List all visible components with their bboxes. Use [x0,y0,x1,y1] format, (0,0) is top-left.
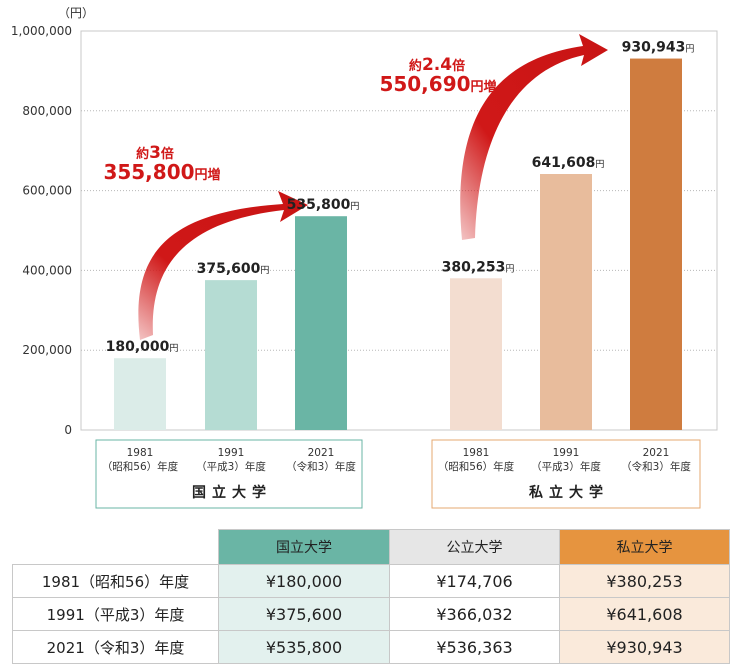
tuition-bar-chart: （円） 1,000,000 800,000 600,000 400,000 20… [11,6,718,509]
y-tick-label: 1,000,000 [11,24,72,38]
y-tick-label: 200,000 [22,343,72,357]
value-label-private-2021: 930,943円 [622,40,695,56]
y-axis-tick-labels: 1,000,000 800,000 600,000 400,000 200,00… [11,24,72,437]
row-label: 2021（令和3）年度 [12,630,219,664]
x-year-private-1981: 1981 [463,447,490,459]
cell-private: ¥380,253 [559,564,730,598]
table-row: 1981（昭和56）年度 ¥180,000 ¥174,706 ¥380,253 [12,564,730,598]
column-header-public: 公立大学 [389,529,560,565]
x-era-private-1981: （昭和56）年度 [438,460,515,473]
national-ratio-annotation: 約3倍 [136,143,174,163]
cell-national: ¥180,000 [218,564,390,598]
y-tick-label: 0 [64,423,72,437]
bar-private-1981 [450,278,502,430]
cell-private: ¥930,943 [559,630,730,664]
value-label-national-1991: 375,600円 [197,261,270,277]
x-era-national-1991: （平成3）年度 [196,460,266,473]
x-era-national-1981: （昭和56）年度 [102,460,179,473]
y-tick-label: 800,000 [22,104,72,118]
y-unit-label: （円） [58,6,94,20]
bar-private-2021 [630,58,682,430]
cell-public: ¥536,363 [389,630,560,664]
table-header-row: 国立大学 公立大学 私立大学 [13,529,730,565]
national-increase-annotation: 355,800円増 [103,160,220,184]
private-growth-arrow-icon [460,34,608,240]
cell-national: ¥535,800 [218,630,390,664]
x-year-private-1991: 1991 [553,447,580,459]
national-category-box [95,439,363,509]
table-row: 2021（令和3）年度 ¥535,800 ¥536,363 ¥930,943 [12,630,730,664]
national-growth-arrow-icon [138,191,308,340]
value-label-private-1991: 641,608円 [532,155,605,171]
tuition-table: 国立大学 公立大学 私立大学 1981（昭和56）年度 ¥180,000 ¥17… [12,529,730,664]
plot-frame [80,30,718,431]
y-tick-label: 400,000 [22,263,72,277]
column-header-private: 私立大学 [559,529,730,565]
bar-national-1991 [205,280,257,430]
bar-private-1991 [540,173,592,430]
value-label-national-2021: 535,800円 [287,197,360,213]
table-corner [13,530,219,565]
private-increase-annotation: 550,690円増 [379,72,496,96]
table-row: 1991（平成3）年度 ¥375,600 ¥366,032 ¥641,608 [12,597,730,631]
x-year-national-2021: 2021 [308,447,335,459]
private-group-label: 私立大学 [529,484,609,501]
value-label-private-1981: 380,253円 [442,259,515,275]
bars [114,58,682,430]
value-label-national-1981: 180,000円 [106,339,179,355]
x-year-national-1991: 1991 [218,447,245,459]
bar-value-labels: 180,000円 375,600円 535,800円 380,253円 641,… [106,40,695,356]
bar-national-2021 [295,216,347,430]
cell-private: ¥641,608 [559,597,730,631]
x-era-private-2021: （令和3）年度 [621,460,691,473]
cell-public: ¥366,032 [389,597,560,631]
private-ratio-annotation: 約2.4倍 [409,55,465,75]
gridlines [81,110,717,351]
x-era-national-2021: （令和3）年度 [286,460,356,473]
private-category-box [431,439,701,509]
bar-national-1981 [114,358,166,430]
row-label: 1991（平成3）年度 [12,597,219,631]
y-tick-label: 600,000 [22,184,72,198]
cell-public: ¥174,706 [389,564,560,598]
row-label: 1981（昭和56）年度 [12,564,219,598]
cell-national: ¥375,600 [218,597,390,631]
x-year-private-2021: 2021 [643,447,670,459]
x-era-private-1991: （平成3）年度 [531,460,601,473]
x-category-labels: 1981 （昭和56）年度 1991 （平成3）年度 2021 （令和3）年度 … [102,447,692,473]
national-group-label: 国立大学 [192,484,272,501]
x-year-national-1981: 1981 [127,447,154,459]
column-header-national: 国立大学 [218,529,390,565]
